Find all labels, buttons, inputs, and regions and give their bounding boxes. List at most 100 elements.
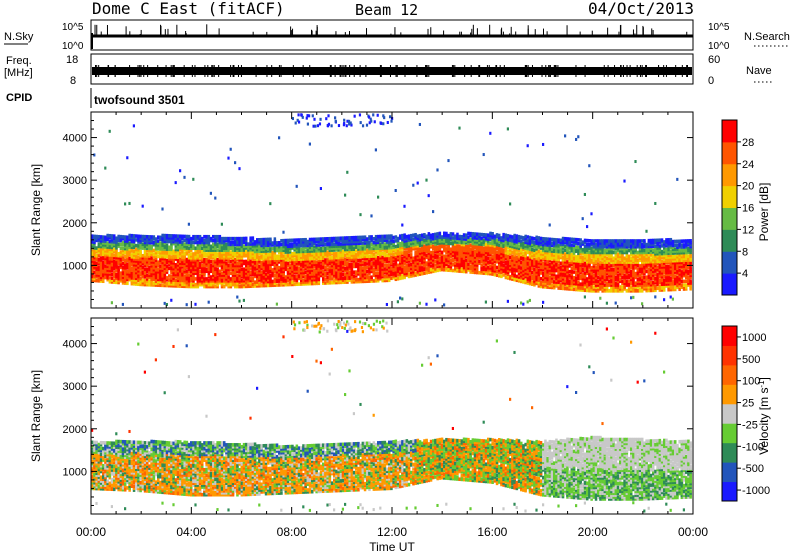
echo-cell xyxy=(344,238,347,242)
echo-cell xyxy=(454,236,457,240)
echo-cell xyxy=(157,283,160,287)
echo-cell xyxy=(115,238,118,242)
station-title: Dome C East (fitACF) xyxy=(92,0,285,18)
echo-cell xyxy=(388,259,391,263)
scatter-cell xyxy=(187,222,190,226)
echo-cell xyxy=(520,243,523,247)
echo-cell xyxy=(176,236,180,240)
echo-cell xyxy=(91,261,94,265)
echo-cell xyxy=(196,280,200,285)
echo-cell xyxy=(165,270,169,274)
scatter-cell xyxy=(179,169,182,173)
echo-cell xyxy=(242,267,246,272)
echo-cell xyxy=(181,246,184,250)
echo-cell xyxy=(223,246,226,251)
echo-cell xyxy=(570,266,574,270)
echo-cell xyxy=(181,282,184,287)
echo-cell xyxy=(533,281,536,285)
echo-cell xyxy=(313,273,316,278)
echo-cell xyxy=(328,254,332,258)
echo-cell xyxy=(423,250,426,254)
echo-cell xyxy=(229,259,233,264)
echo-cell xyxy=(300,276,303,281)
echo-cell xyxy=(231,271,235,275)
echo-cell xyxy=(176,268,180,273)
echo-cell xyxy=(220,236,224,241)
echo-cell xyxy=(379,236,382,241)
echo-cell xyxy=(524,263,527,268)
echo-cell xyxy=(258,282,261,286)
echo-cell xyxy=(383,234,387,239)
echo-cell xyxy=(539,236,543,241)
echo-cell xyxy=(372,246,376,251)
echo-cell xyxy=(528,258,532,263)
echo-cell xyxy=(308,245,312,250)
echo-cell xyxy=(128,273,131,278)
echo-cell xyxy=(491,264,494,269)
echo-cell xyxy=(273,262,277,266)
echo-cell xyxy=(339,261,343,265)
echo-cell xyxy=(317,266,321,270)
echo-cell xyxy=(234,252,237,256)
echo-cell xyxy=(240,250,244,254)
scatter-cell xyxy=(425,178,428,182)
echo-cell xyxy=(267,281,270,286)
echo-cell xyxy=(201,236,204,241)
echo-cell xyxy=(223,256,226,260)
echo-cell xyxy=(157,264,160,268)
echo-cell xyxy=(198,246,202,251)
echo-cell xyxy=(240,271,244,275)
echo-cell xyxy=(225,254,228,258)
echo-cell xyxy=(117,238,120,243)
echo-cell xyxy=(143,282,147,287)
echo-cell xyxy=(346,249,349,254)
echo-cell xyxy=(542,261,545,266)
echo-cell xyxy=(181,263,184,267)
echo-cell xyxy=(165,239,169,244)
echo-cell xyxy=(207,279,211,283)
echo-cell xyxy=(337,261,340,266)
echo-cell xyxy=(339,242,343,246)
echo-cell xyxy=(170,243,173,248)
echo-cell xyxy=(363,243,367,247)
echo-cell xyxy=(258,268,261,273)
echo-cell xyxy=(170,264,173,269)
echo-cell xyxy=(247,246,250,250)
echo-cell xyxy=(544,244,547,249)
echo-cell xyxy=(198,236,202,241)
echo-cell xyxy=(295,259,299,264)
echo-cell xyxy=(282,250,285,254)
echo-cell xyxy=(495,252,499,256)
echo-cell xyxy=(383,267,387,271)
echo-cell xyxy=(438,246,442,251)
echo-cell xyxy=(154,244,158,249)
echo-cell xyxy=(227,275,230,279)
echo-cell xyxy=(245,246,248,250)
echo-cell xyxy=(414,234,417,239)
echo-cell xyxy=(355,243,358,248)
echo-cell xyxy=(480,240,483,245)
echo-cell xyxy=(388,274,391,279)
echo-cell xyxy=(432,240,435,245)
echo-cell xyxy=(313,252,316,257)
echo-cell xyxy=(286,275,290,279)
echo-cell xyxy=(432,267,435,272)
echo-cell xyxy=(154,250,158,255)
echo-cell xyxy=(174,249,178,254)
echo-cell xyxy=(102,254,105,259)
echo-cell xyxy=(258,247,261,252)
echo-cell xyxy=(225,238,228,243)
echo-cell xyxy=(159,283,162,288)
echo-cell xyxy=(152,281,156,285)
echo-cell xyxy=(491,235,494,240)
echo-cell xyxy=(498,247,501,251)
echo-cell xyxy=(341,278,345,283)
echo-cell xyxy=(102,248,105,253)
echo-cell xyxy=(489,266,492,270)
echo-cell xyxy=(174,272,178,277)
echo-cell xyxy=(509,251,512,256)
echo-cell xyxy=(201,263,204,268)
echo-cell xyxy=(240,255,244,260)
echo-cell xyxy=(465,233,468,238)
echo-cell xyxy=(302,259,305,263)
